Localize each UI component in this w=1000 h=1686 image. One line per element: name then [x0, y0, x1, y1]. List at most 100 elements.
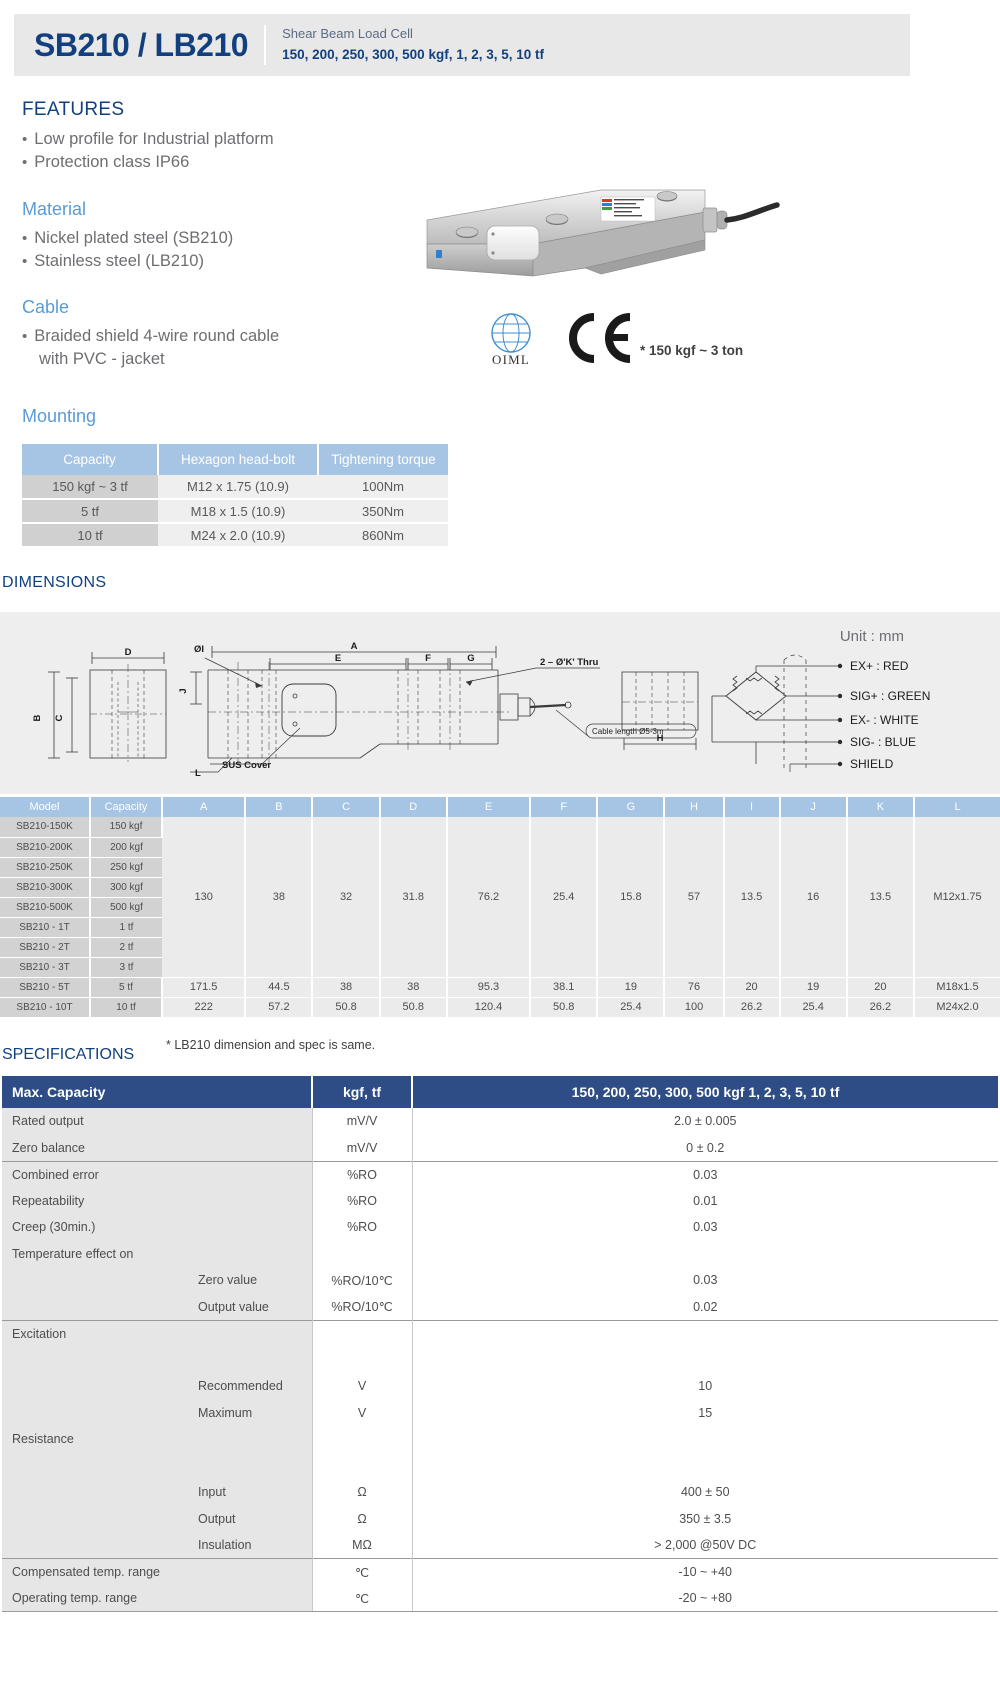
- column-header-value: 150, 200, 250, 300, 500 kgf 1, 2, 3, 5, …: [412, 1076, 998, 1108]
- cell-label: Zero balance: [2, 1134, 188, 1161]
- cell-sublabel: Insulation: [188, 1532, 312, 1559]
- cell-sublabel: [188, 1346, 312, 1373]
- features-list: Low profile for Industrial platform Prot…: [22, 128, 273, 175]
- dim-label-l: L: [195, 768, 201, 779]
- wiring-label-ex-plus: EX+ : RED: [850, 659, 909, 673]
- table-row: SB210-500K 500 kgf: [0, 897, 1000, 918]
- cell-label: Compensated temp. range: [2, 1558, 188, 1585]
- cell-label: [2, 1267, 188, 1294]
- cell-unit: %RO: [311, 1187, 413, 1214]
- cell-b: 44.5: [245, 977, 314, 998]
- cell-value: > 2,000 @50V DC: [412, 1532, 998, 1559]
- cell-sublabel: Output value: [188, 1293, 312, 1320]
- column-header-k: K: [846, 797, 916, 817]
- cell-unit: %RO/10℃: [311, 1293, 413, 1320]
- dim-label-sus-cover: SUS Cover: [222, 760, 271, 771]
- cell-value: 0.01: [412, 1187, 998, 1214]
- cell-model: SB210 - 2T: [0, 937, 91, 958]
- table-row: Creep (30min.) %RO 0.03: [2, 1214, 998, 1241]
- table-row: SB210-200K 200 kgf: [0, 837, 1000, 858]
- cell-capacity: 200 kgf: [90, 837, 162, 858]
- specifications-note: * LB210 dimension and spec is same.: [166, 1038, 376, 1052]
- cell-label: Creep (30min.): [2, 1214, 188, 1241]
- cell-torque: 100Nm: [318, 475, 448, 500]
- cell-label: [2, 1452, 188, 1479]
- cell-unit: %RO: [311, 1214, 413, 1241]
- cell-sublabel: Input: [188, 1479, 312, 1506]
- cell-a: 222: [162, 997, 247, 1018]
- cell-sublabel: [188, 1187, 312, 1214]
- cell-sublabel: [188, 1214, 312, 1241]
- cell-k: 13.5: [846, 817, 916, 978]
- dim-label-d: D: [125, 647, 132, 658]
- cell-capacity: 5 tf: [90, 977, 163, 998]
- table-row: Combined error %RO 0.03: [2, 1160, 998, 1188]
- dim-label-a: A: [351, 641, 358, 652]
- list-item: Low profile for Industrial platform: [22, 128, 273, 151]
- cell-i: 13.5: [723, 817, 781, 978]
- unit-label: Unit : mm: [839, 628, 904, 645]
- cell-l: M24x2.0: [914, 997, 1000, 1018]
- dim-label-cable-length: Cable length Ø5-3m: [592, 727, 664, 736]
- table-header-row: Max. Capacity kgf, tf 150, 200, 250, 300…: [2, 1076, 998, 1108]
- list-item: Nickel plated steel (SB210): [22, 227, 233, 250]
- cell-label: [2, 1373, 188, 1400]
- cell-unit: [311, 1240, 413, 1267]
- cell-value: 0.02: [412, 1293, 998, 1320]
- cell-label: Operating temp. range: [2, 1585, 188, 1612]
- cell-model: SB210 - 5T: [0, 977, 91, 998]
- wiring-label-shield: SHIELD: [850, 757, 894, 771]
- dim-label-f: F: [425, 653, 431, 664]
- table-row: Temperature effect on: [2, 1240, 998, 1267]
- cell-bolt: M12 x 1.75 (10.9): [158, 475, 318, 500]
- cell-g: 19: [597, 977, 666, 998]
- column-header-e: E: [446, 797, 532, 817]
- oiml-logo: OIML: [491, 313, 531, 367]
- cell-value: 2.0 ± 0.005: [412, 1108, 998, 1135]
- column-header-f: F: [530, 797, 599, 817]
- specifications-body: Rated output mV/V 2.0 ± 0.005 Zero balance m…: [2, 1108, 998, 1612]
- cell-sublabel: Maximum: [188, 1399, 312, 1426]
- cell-d: 38: [379, 977, 448, 998]
- cell-unit: [311, 1319, 413, 1347]
- cell-c: 32: [312, 817, 381, 978]
- table-row: SB210 - 3T 3 tf: [0, 957, 1000, 978]
- table-row: Operating temp. range ℃ -20 ~ +80: [2, 1585, 998, 1612]
- cell-value: 0 ± 0.2: [412, 1134, 998, 1161]
- column-header-l: L: [914, 797, 1000, 817]
- cell-value: 15: [412, 1399, 998, 1426]
- cell-f: 38.1: [530, 977, 599, 998]
- cell-c: 50.8: [312, 997, 381, 1018]
- cell-value: 350 ± 3.5: [412, 1505, 998, 1532]
- cell-value: [412, 1452, 998, 1479]
- material-heading: Material: [22, 199, 87, 219]
- column-header-torque: Tightening torque: [318, 444, 448, 475]
- cell-model: SB210-250K: [0, 857, 91, 878]
- table-row: SB210 - 10T 10 tf 222 57.2 50.8 50.8 120…: [0, 997, 1000, 1018]
- cell-label: [2, 1399, 188, 1426]
- cell-capacity: 500 kgf: [90, 897, 162, 918]
- cell-torque: 860Nm: [318, 523, 448, 548]
- column-header-bolt: Hexagon head-bolt: [158, 444, 319, 475]
- cell-value: [412, 1240, 998, 1267]
- dimensions-drawing-panel: Unit : mm: [0, 612, 1000, 794]
- table-row: 150 kgf ~ 3 tf M12 x 1.75 (10.9) 100Nm: [22, 475, 448, 500]
- cell-sublabel: [188, 1452, 312, 1479]
- header-divider: [264, 25, 267, 65]
- column-header-unit: kgf, tf: [312, 1076, 413, 1108]
- cell-unit: ℃: [311, 1585, 413, 1612]
- table-row: Repeatability %RO 0.01: [2, 1187, 998, 1214]
- cell-value: 0.03: [412, 1214, 998, 1241]
- cell-torque: 350Nm: [318, 499, 448, 524]
- cell-unit: mV/V: [311, 1134, 413, 1161]
- cell-i: 20: [723, 977, 781, 998]
- cell-sublabel: [188, 1160, 312, 1188]
- cell-e: 120.4: [446, 997, 532, 1018]
- table-row: SB210 - 2T 2 tf: [0, 937, 1000, 958]
- cell-value: -20 ~ +80: [412, 1585, 998, 1612]
- material-list: Nickel plated steel (SB210) Stainless st…: [22, 227, 233, 274]
- cell-bolt: M18 x 1.5 (10.9): [158, 499, 318, 524]
- dim-label-i: ØI: [194, 644, 204, 655]
- column-header-h: H: [664, 797, 725, 817]
- wiring-label-sig-minus: SIG- : BLUE: [850, 735, 916, 749]
